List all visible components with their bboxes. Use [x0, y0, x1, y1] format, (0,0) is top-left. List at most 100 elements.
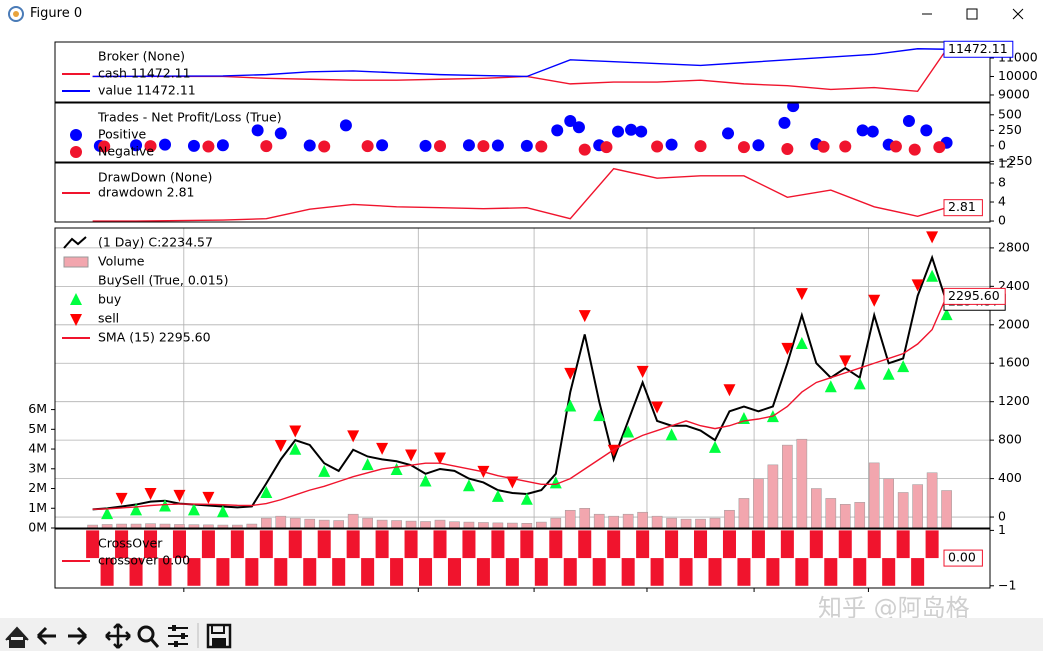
- bar: [766, 558, 780, 586]
- bar: [608, 515, 619, 528]
- legend-label: value 11472.11: [98, 83, 196, 98]
- buy-marker: [853, 377, 866, 390]
- bar: [201, 530, 215, 559]
- axes-frame: [54, 41, 991, 103]
- point: [491, 139, 504, 152]
- legend-label: buy: [98, 292, 122, 307]
- window-title: Figure 0: [30, 6, 83, 21]
- bar: [941, 490, 952, 528]
- sell-marker: [376, 442, 389, 455]
- app-icon: [8, 6, 24, 22]
- buy-marker: [159, 499, 171, 512]
- bar: [216, 558, 230, 586]
- point: [419, 139, 432, 152]
- point: [902, 115, 915, 128]
- plot-area: [93, 103, 953, 156]
- y-tick-label: 800: [998, 432, 1022, 447]
- axes-frame: [54, 162, 991, 223]
- buy-marker: [795, 337, 808, 350]
- series-line: [92, 48, 947, 78]
- bar: [637, 511, 648, 528]
- bar: [753, 478, 764, 528]
- bar: [362, 517, 373, 528]
- toolbar-buttons: [5, 623, 232, 649]
- bar: [650, 558, 664, 586]
- bar: [896, 530, 910, 559]
- point: [600, 141, 613, 154]
- y-tick-label: 12: [998, 155, 1014, 170]
- last-value-label: 2295.60: [948, 288, 1000, 303]
- bar: [636, 530, 650, 559]
- bar: [737, 558, 751, 586]
- legend-title: DrawDown (None): [98, 170, 212, 185]
- close-button[interactable]: [998, 2, 1038, 26]
- bar: [592, 558, 606, 586]
- save-button[interactable]: [206, 623, 232, 649]
- forward-button[interactable]: [68, 626, 88, 646]
- back-button[interactable]: [36, 626, 56, 646]
- point: [665, 138, 678, 151]
- bar: [447, 558, 461, 586]
- bar: [824, 558, 838, 586]
- y2-tick-label: 5M: [28, 421, 47, 436]
- legend-title: CrossOver: [98, 536, 163, 551]
- y-tick-label: 400: [998, 470, 1022, 485]
- y-tick-label: 4: [998, 194, 1006, 209]
- bar: [505, 558, 519, 586]
- point: [339, 119, 352, 132]
- bar: [275, 515, 287, 528]
- bar: [795, 558, 809, 586]
- sell-marker: [781, 342, 794, 355]
- zoom-button[interactable]: [137, 625, 160, 648]
- point: [477, 140, 490, 153]
- buy-marker: [824, 380, 837, 393]
- buy-marker: [882, 367, 895, 380]
- legend-label: drawdown 2.81: [98, 185, 195, 200]
- series-line: [92, 254, 948, 511]
- bar: [738, 498, 750, 528]
- buy-marker: [187, 503, 200, 516]
- point: [535, 140, 548, 153]
- home-button[interactable]: [5, 626, 29, 648]
- bar: [100, 558, 114, 586]
- buy-marker: [564, 399, 577, 412]
- bar: [404, 530, 418, 559]
- bar: [925, 530, 939, 559]
- pan-button[interactable]: [105, 623, 131, 649]
- point: [260, 140, 273, 153]
- buy-marker: [940, 308, 953, 321]
- bar: [665, 530, 679, 559]
- sell-marker: [289, 425, 302, 438]
- bar: [680, 518, 692, 528]
- maximize-button[interactable]: [952, 2, 992, 26]
- point: [839, 140, 852, 153]
- y-tick-label: 1200: [998, 393, 1030, 408]
- y2-tick-label: 4M: [28, 441, 47, 456]
- point: [202, 140, 215, 153]
- y-tick-label: −250: [998, 153, 1032, 168]
- bar: [433, 530, 447, 559]
- buy-marker: [260, 486, 273, 499]
- bar: [926, 472, 938, 528]
- bar: [883, 478, 894, 528]
- point: [920, 124, 933, 137]
- legend-label: crossover 0.00: [98, 553, 190, 568]
- bar: [303, 558, 317, 586]
- point: [908, 143, 921, 156]
- configure-button[interactable]: [168, 625, 188, 647]
- minimize-button[interactable]: [907, 2, 947, 26]
- sell-marker: [274, 439, 287, 452]
- y-tick-label: 1: [998, 522, 1006, 537]
- y2-tick-label: 3M: [28, 460, 47, 475]
- bar: [520, 530, 534, 559]
- buy-marker: [549, 476, 562, 489]
- sell-marker: [578, 310, 591, 323]
- sell-marker: [347, 430, 360, 443]
- sell-marker: [115, 492, 128, 505]
- y2-tick-label: 0M: [28, 520, 47, 535]
- bar: [304, 518, 316, 528]
- y-tick-label: 0: [998, 137, 1006, 152]
- point: [98, 140, 111, 153]
- buy-marker: [390, 462, 403, 475]
- bar: [391, 520, 402, 528]
